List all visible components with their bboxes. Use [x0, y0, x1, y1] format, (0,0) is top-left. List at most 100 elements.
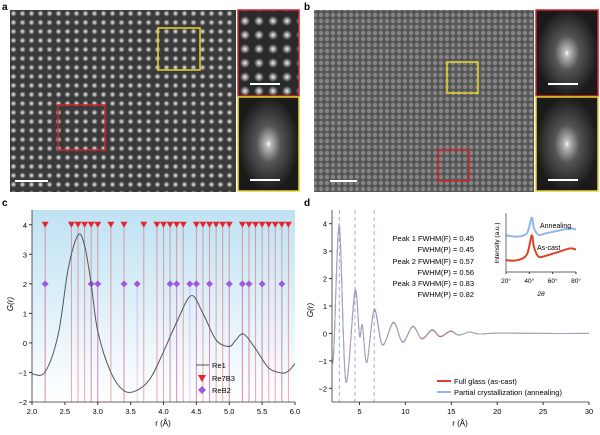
reb2-marker — [225, 280, 233, 288]
re7b3-marker — [94, 221, 102, 228]
panel-label-b: b — [304, 2, 311, 13]
panel-label-c: c — [2, 198, 8, 209]
y-tick-label: 4 — [23, 221, 27, 230]
inset-x-tick-label: 20° — [501, 277, 511, 285]
y-tick-label: 3 — [323, 247, 327, 256]
panel-b-insets — [535, 9, 599, 192]
legend-full-glass: Full glass (as-cast) — [454, 377, 517, 386]
x-tick-label: 15 — [447, 407, 455, 416]
re7b3-marker — [120, 221, 128, 228]
re7b3-marker — [245, 221, 253, 228]
reb2-marker — [166, 280, 174, 288]
re7b3-marker — [265, 221, 273, 228]
reb2-marker — [206, 280, 214, 288]
annotation-peak1-f: Peak 1 FWHM(F) = 0.45 — [393, 234, 474, 243]
x-tick-label: 5 — [357, 407, 361, 416]
inset-yellow-fft — [535, 96, 599, 192]
re7b3-marker — [212, 221, 220, 228]
y-tick-label: 2 — [323, 275, 327, 284]
inset-label-as-cast: As-cast — [537, 245, 560, 252]
x-axis-label: r (Å) — [452, 419, 468, 428]
x-tick-label: 25 — [539, 407, 547, 416]
inset-as-cast-line — [505, 234, 577, 262]
red-roi-box — [57, 104, 106, 151]
panel-a-micrograph — [10, 10, 236, 192]
re7b3-marker — [225, 221, 233, 228]
reb2-marker — [238, 280, 246, 288]
reb2-marker — [258, 280, 266, 288]
legend-re7b3-marker — [198, 375, 206, 382]
annotation-peak1-p: FWHM(P) = 0.45 — [418, 245, 474, 254]
x-tick-label: 5.5 — [257, 407, 267, 416]
reb2-marker — [278, 280, 286, 288]
reb2-marker — [120, 280, 128, 288]
re7b3-marker — [87, 221, 95, 228]
y-tick-label: 1 — [23, 309, 27, 318]
re7b3-marker — [206, 221, 214, 228]
x-tick-label: 3.5 — [125, 407, 135, 416]
y-tick-label: −2 — [18, 398, 27, 407]
re7b3-marker — [284, 221, 292, 228]
inset-x-label: 2θ — [536, 291, 545, 298]
re7b3-marker — [81, 221, 89, 228]
panel-b-micrograph — [314, 10, 534, 192]
re7b3-marker — [199, 221, 207, 228]
reb2-marker — [94, 280, 102, 288]
re7b3-marker — [179, 221, 187, 228]
y-tick-label: 0 — [323, 329, 327, 338]
inset-red-real-space — [237, 9, 300, 97]
legend: Full glass (as-cast) Partial crystalliza… — [437, 377, 562, 397]
y-tick-label: 0 — [23, 339, 27, 348]
legend-re1: Re1 — [212, 361, 226, 370]
inset-yellow-fft — [237, 96, 300, 192]
inset-red-fft — [535, 9, 599, 97]
inset-y-label: Intensity (a.u.) — [494, 222, 501, 263]
reb2-marker — [245, 280, 253, 288]
y-axis-label: G(r) — [306, 303, 315, 318]
legend-re7b3: Re7B3 — [212, 374, 235, 383]
series-re1-line — [31, 233, 296, 393]
reb2-marker — [133, 280, 141, 288]
inset-label-annealing: Annealing — [540, 223, 571, 230]
re7b3-marker — [173, 221, 181, 228]
red-roi-box — [437, 149, 470, 182]
x-tick-label: 4.5 — [191, 407, 201, 416]
y-tick-label: −1 — [18, 368, 27, 377]
series-partial-crystallization-line — [331, 223, 590, 383]
y-tick-label: 4 — [323, 220, 327, 229]
annotation-peak2-p: FWHM(P) = 0.56 — [418, 268, 474, 277]
re7b3-marker — [238, 221, 246, 228]
panel-label-a: a — [2, 2, 8, 13]
x-tick-label: 10 — [401, 407, 409, 416]
yellow-roi-box — [446, 61, 479, 94]
re7b3-marker — [74, 221, 82, 228]
xrd-inset: 20° 40° 60° 80° Intensity (a.u.) 2θ Anneali… — [494, 213, 581, 298]
reb2-marker — [192, 280, 200, 288]
y-tick-label: −2 — [318, 384, 327, 393]
re7b3-marker — [258, 221, 266, 228]
re7b3-marker — [107, 221, 115, 228]
inset-x-tick-label: 80° — [571, 277, 581, 285]
legend-partial: Partial crystallization (annealing) — [454, 388, 562, 397]
chart-d: 5 10 15 20 25 30 −2 −1 0 1 2 3 4 G(r) r (Å) Peak 1 F… — [306, 210, 593, 428]
x-tick-label: 4.0 — [158, 407, 168, 416]
x-tick-label: 2.0 — [27, 407, 37, 416]
y-axis-label: G(r) — [6, 297, 15, 312]
y-tick-label: 2 — [23, 280, 27, 289]
re7b3-marker — [41, 221, 49, 228]
re7b3-marker — [219, 221, 227, 228]
inset-x-tick-label: 40° — [524, 277, 534, 285]
re7b3-marker — [252, 221, 260, 228]
inset-annealing-line — [505, 216, 577, 238]
x-tick-label: 6.0 — [290, 407, 300, 416]
re7b3-marker — [67, 221, 75, 228]
chart-c: 2.0 2.5 3.0 3.5 4.0 4.5 5.0 5.5 6.0 −2 −1 0 1 2 3 4 G(r… — [6, 210, 300, 428]
fwhm-annotations: Peak 1 FWHM(F) = 0.45 FWHM(P) = 0.45 Pea… — [393, 234, 474, 299]
x-tick-label: 3.0 — [93, 407, 103, 416]
annotation-peak3-p: FWHM(P) = 0.82 — [418, 290, 474, 299]
x-tick-label: 5.0 — [224, 407, 234, 416]
re7b3-marker — [166, 221, 174, 228]
x-tick-label: 20 — [493, 407, 501, 416]
re7b3-marker — [278, 221, 286, 228]
